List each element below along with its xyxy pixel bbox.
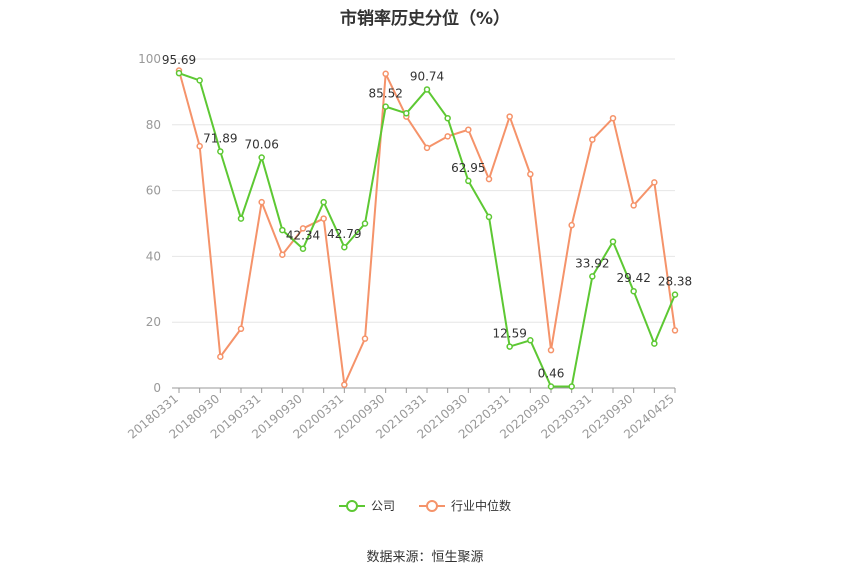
data-point bbox=[237, 325, 245, 333]
grid-lines bbox=[172, 58, 675, 323]
data-point bbox=[196, 142, 203, 150]
legend-swatch-icon bbox=[338, 499, 365, 513]
data-point bbox=[320, 215, 327, 222]
legend-item[interactable]: 公司 bbox=[338, 497, 395, 514]
series-lines bbox=[175, 67, 679, 390]
data-point bbox=[196, 77, 203, 84]
y-tick-label: 40 bbox=[146, 249, 161, 263]
data-point bbox=[444, 133, 451, 140]
data-point bbox=[671, 327, 679, 334]
data-point bbox=[568, 383, 575, 390]
y-tick-label: 20 bbox=[146, 315, 161, 329]
legend-item[interactable]: 行业中位数 bbox=[419, 497, 511, 514]
data-label: 71.89 bbox=[203, 131, 237, 145]
data-label: 62.95 bbox=[451, 161, 485, 175]
data-point bbox=[299, 245, 307, 252]
data-label: 42.79 bbox=[327, 227, 361, 241]
data-point bbox=[341, 243, 348, 251]
data-label: 85.52 bbox=[368, 87, 402, 101]
data-label: 29.42 bbox=[616, 271, 650, 285]
data-point bbox=[382, 103, 389, 110]
data-label: 12.59 bbox=[492, 327, 526, 341]
data-label: 33.92 bbox=[575, 256, 609, 270]
data-point bbox=[589, 273, 596, 280]
data-point bbox=[547, 346, 555, 354]
data-point bbox=[651, 179, 658, 186]
data-point bbox=[589, 136, 596, 143]
data-point bbox=[279, 251, 286, 259]
data-point bbox=[651, 340, 658, 347]
data-point bbox=[258, 198, 265, 206]
data-labels: 95.69 71.89 70.06 42.34 42.79 85.52 90.74 62.95… bbox=[162, 53, 692, 380]
legend-label: 行业中位数 bbox=[451, 499, 512, 513]
data-point bbox=[671, 291, 679, 298]
data-label: 28.38 bbox=[658, 275, 692, 289]
y-tick-label: 0 bbox=[153, 381, 161, 395]
data-point bbox=[320, 198, 327, 206]
legend-swatch-icon bbox=[419, 499, 445, 513]
data-point bbox=[403, 110, 410, 117]
data-point bbox=[465, 177, 472, 185]
data-point bbox=[568, 221, 575, 229]
data-point bbox=[506, 343, 513, 350]
chart-title: 市销率历史分位（%） bbox=[339, 9, 511, 29]
data-point bbox=[258, 154, 265, 161]
y-tick-label: 100 bbox=[138, 52, 161, 66]
data-point bbox=[506, 113, 513, 120]
data-point bbox=[217, 353, 224, 360]
data-point bbox=[361, 335, 369, 342]
y-tick-label: 60 bbox=[146, 184, 161, 198]
data-label: 42.34 bbox=[286, 229, 320, 243]
y-tick-label: 80 bbox=[146, 118, 161, 132]
data-point bbox=[217, 148, 224, 155]
legend: 公司 行业中位数 bbox=[0, 497, 850, 514]
data-point bbox=[609, 238, 617, 245]
data-point bbox=[547, 383, 555, 390]
data-label: 70.06 bbox=[244, 138, 278, 152]
legend-label: 公司 bbox=[370, 499, 395, 513]
data-point bbox=[485, 175, 493, 183]
data-point bbox=[485, 213, 493, 221]
data-point bbox=[299, 225, 307, 232]
data-point bbox=[423, 86, 431, 93]
data-point bbox=[279, 226, 286, 234]
data-label: 90.74 bbox=[410, 69, 444, 83]
data-point bbox=[423, 144, 431, 152]
data-point bbox=[527, 170, 534, 178]
data-point bbox=[361, 220, 369, 227]
data-label: 95.69 bbox=[162, 53, 196, 67]
data-point bbox=[630, 287, 637, 295]
data-point bbox=[630, 202, 637, 209]
data-point bbox=[175, 69, 183, 77]
data-point bbox=[465, 126, 472, 133]
data-label: 0.46 bbox=[538, 366, 565, 380]
series-line bbox=[178, 72, 676, 388]
data-point bbox=[341, 381, 348, 388]
data-point bbox=[444, 114, 451, 122]
series-line bbox=[178, 70, 676, 386]
data-point bbox=[382, 70, 389, 78]
data-point bbox=[527, 337, 534, 344]
source-note: 数据来源：恒生聚源 bbox=[366, 550, 484, 565]
data-point bbox=[609, 114, 617, 122]
data-point bbox=[237, 215, 245, 222]
